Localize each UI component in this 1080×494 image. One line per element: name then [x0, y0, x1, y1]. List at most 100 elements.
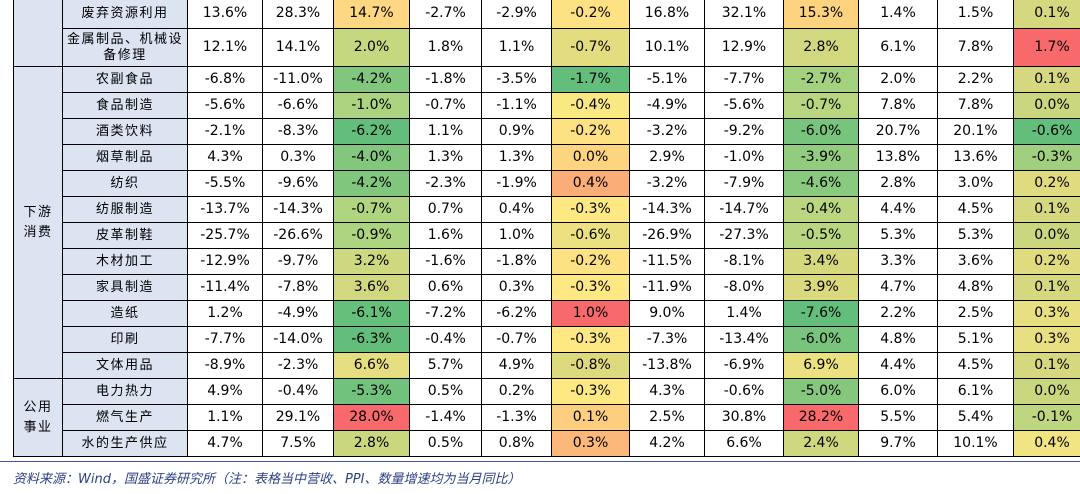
value-cell: 6.0% [858, 378, 938, 405]
value-cell: 4.8% [858, 326, 938, 353]
value-cell: -6.3% [333, 326, 410, 353]
value-cell: 30.8% [704, 404, 784, 431]
value-cell: -1.1% [481, 92, 552, 119]
group-label-cell [13, 0, 63, 67]
value-cell: -2.1% [187, 118, 263, 145]
table-row: 木材加工 -12.9% -9.7% 3.2% -1.6% -1.8% -0.2% -11.5%… [14, 248, 1080, 275]
value-cell: -0.6% [1013, 118, 1080, 145]
table-row: 金属制品、机械设备修理 12.1% 14.1% 2.0% 1.8% 1.1% -0.7% 10… [14, 28, 1080, 67]
value-cell: 1.5% [937, 0, 1014, 29]
value-cell: 0.4% [481, 196, 552, 223]
value-cell: -5.1% [629, 66, 705, 93]
table-row: 文体用品 -8.9% -2.3% 6.6% 5.7% 4.9% -0.8% -13.8% -6.… [14, 352, 1080, 379]
value-cell: -14.3% [629, 196, 705, 223]
value-cell: -11.0% [262, 66, 334, 93]
value-cell: 12.9% [704, 28, 784, 67]
value-cell: -7.6% [783, 300, 859, 327]
value-cell: -0.3% [551, 274, 630, 301]
value-cell: -5.0% [783, 378, 859, 405]
value-cell: -0.7% [481, 326, 552, 353]
value-cell: -7.2% [409, 300, 482, 327]
value-cell: 10.1% [937, 430, 1014, 457]
value-cell: 0.3% [1013, 300, 1080, 327]
value-cell: 0.4% [551, 170, 630, 197]
value-cell: 15.3% [783, 0, 859, 29]
value-cell: 14.1% [262, 28, 334, 67]
industry-name-cell: 酒类饮料 [62, 118, 188, 145]
value-cell: -0.4% [551, 92, 630, 119]
value-cell: 16.8% [629, 0, 705, 29]
value-cell: -1.7% [551, 66, 630, 93]
value-cell: 3.2% [333, 248, 410, 275]
footer-divider [0, 461, 1080, 462]
industry-name-cell: 纺服制造 [62, 196, 188, 223]
table-row: 酒类饮料 -2.1% -8.3% -6.2% 1.1% 0.9% -0.2% -3.2% -9.… [14, 118, 1080, 145]
value-cell: -2.7% [783, 66, 859, 93]
value-cell: 2.9% [629, 144, 705, 171]
value-cell: -0.3% [1013, 144, 1080, 171]
value-cell: -5.5% [187, 170, 263, 197]
value-cell: -0.6% [704, 378, 784, 405]
value-cell: 0.7% [409, 196, 482, 223]
value-cell: 2.8% [333, 430, 410, 457]
value-cell: -0.6% [551, 222, 630, 249]
value-cell: 2.5% [629, 404, 705, 431]
value-cell: 0.1% [551, 404, 630, 431]
value-cell: -0.7% [783, 92, 859, 119]
value-cell: -7.9% [704, 170, 784, 197]
value-cell: 32.1% [704, 0, 784, 29]
value-cell: 2.0% [858, 66, 938, 93]
value-cell: 20.1% [937, 118, 1014, 145]
value-cell: 0.1% [1013, 66, 1080, 93]
value-cell: 3.6% [937, 248, 1014, 275]
value-cell: -26.9% [629, 222, 705, 249]
value-cell: 13.6% [937, 144, 1014, 171]
value-cell: -8.3% [262, 118, 334, 145]
value-cell: -8.9% [187, 352, 263, 379]
value-cell: -3.9% [783, 144, 859, 171]
table-row: 印刷 -7.7% -14.0% -6.3% -0.4% -0.7% -0.3% -7.3% -1… [14, 326, 1080, 353]
value-cell: 28.2% [783, 404, 859, 431]
value-cell: -0.4% [783, 196, 859, 223]
table-row: 纺织 -5.5% -9.6% -4.2% -2.3% -1.9% 0.4% -3.2% -7.9… [14, 170, 1080, 197]
value-cell: 0.1% [1013, 352, 1080, 379]
value-cell: -25.7% [187, 222, 263, 249]
value-cell: -6.1% [333, 300, 410, 327]
value-cell: 0.1% [1013, 274, 1080, 301]
value-cell: 0.0% [1013, 378, 1080, 405]
value-cell: 3.4% [783, 248, 859, 275]
value-cell: 0.9% [481, 118, 552, 145]
value-cell: -0.3% [551, 196, 630, 223]
value-cell: -14.0% [262, 326, 334, 353]
source-note: 资料来源：Wind，国盛证券研究所（注：表格当中营收、PPI、数量增速均为当月同… [13, 472, 521, 487]
table-row: 造纸 1.2% -4.9% -6.1% -7.2% -6.2% 1.0% 9.0% 1.4% -7… [14, 300, 1080, 327]
table-row: 废弃资源利用 13.6% 28.3% 14.7% -2.7% -2.9% -0.2% 16.8… [13, 0, 1080, 67]
value-cell: 6.6% [704, 430, 784, 457]
value-cell: 7.8% [858, 92, 938, 119]
value-cell: -1.3% [481, 404, 552, 431]
industry-name-cell: 纺织 [62, 170, 188, 197]
value-cell: -4.2% [333, 170, 410, 197]
value-cell: 2.0% [333, 28, 410, 67]
group-label-cell: 公用 事业 [13, 378, 63, 457]
value-cell: 4.9% [187, 378, 263, 405]
value-cell: -9.6% [262, 170, 334, 197]
industry-name-cell: 农副食品 [62, 66, 188, 93]
value-cell: -1.8% [409, 66, 482, 93]
value-cell: 28.3% [262, 0, 334, 29]
value-cell: 1.0% [481, 222, 552, 249]
value-cell: 0.8% [481, 430, 552, 457]
industry-name-cell: 废弃资源利用 [62, 0, 188, 29]
value-cell: -14.7% [704, 196, 784, 223]
value-cell: 0.5% [409, 430, 482, 457]
value-cell: -13.8% [629, 352, 705, 379]
value-cell: -0.2% [551, 118, 630, 145]
value-cell: -6.2% [481, 300, 552, 327]
value-cell: -5.6% [704, 92, 784, 119]
value-cell: 4.2% [629, 430, 705, 457]
value-cell: 1.1% [187, 404, 263, 431]
value-cell: 7.8% [937, 28, 1014, 67]
value-cell: -6.9% [704, 352, 784, 379]
value-cell: 4.4% [858, 196, 938, 223]
value-cell: 6.6% [333, 352, 410, 379]
